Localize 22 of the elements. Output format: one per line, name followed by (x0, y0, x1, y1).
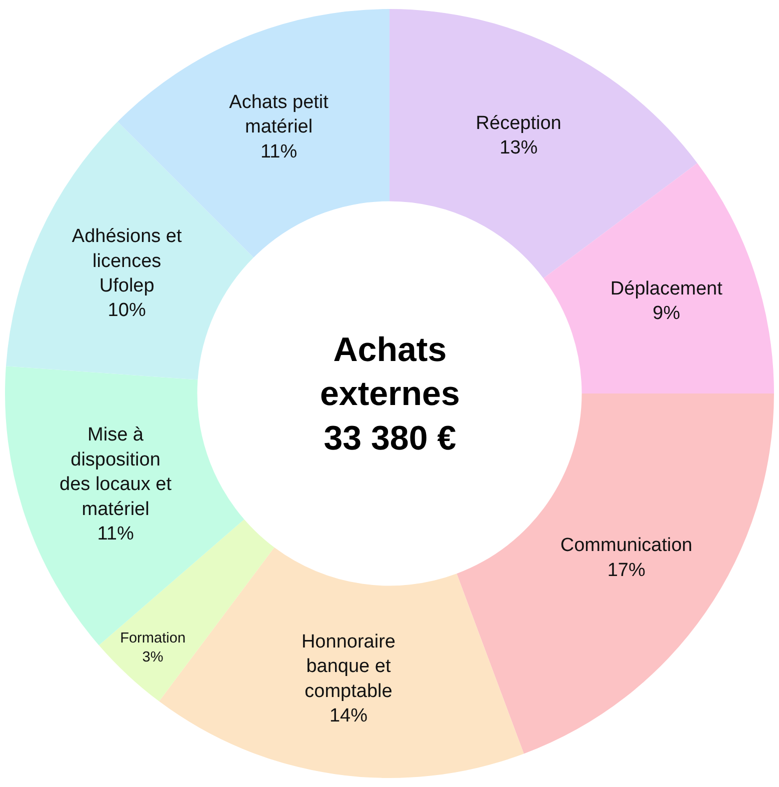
slice-label: Adhésions et licences Ufolep (72, 226, 182, 297)
slice-label: Formation (120, 630, 186, 646)
text: Achats externes 33 380 € (320, 331, 460, 458)
slice-label: Mise à disposition des locaux et matériel (60, 424, 172, 520)
data-label: 9% (652, 303, 680, 324)
data-label: 11% (97, 523, 134, 544)
slice-label: Achats petit matériel (229, 92, 330, 138)
slice-label: Réception (476, 112, 562, 134)
slice-label: Communication (560, 535, 692, 556)
donut-slice (456, 394, 774, 754)
data-label: 3% (142, 649, 164, 666)
data-label: 17% (607, 560, 646, 581)
donut-slice (390, 9, 698, 278)
donut-slice (543, 163, 774, 394)
data-label: 10% (108, 300, 146, 322)
slice-label: Honnoraire banque et comptable (301, 631, 396, 702)
slice-label: Déplacement (610, 278, 724, 300)
data-label: 14% (329, 705, 368, 726)
data-label: 13% (500, 137, 538, 158)
donut-slice (98, 519, 274, 702)
data-label: 11% (260, 141, 298, 162)
donut-slice (5, 366, 244, 646)
